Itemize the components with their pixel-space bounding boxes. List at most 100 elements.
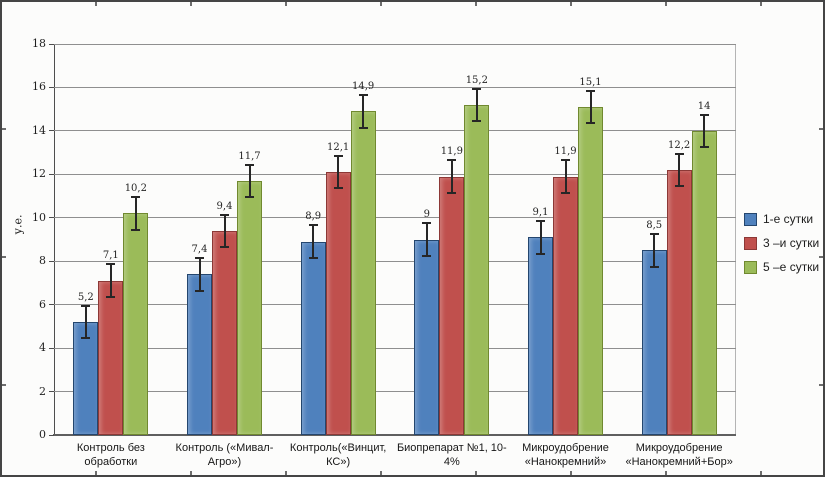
data-label: 10,2 — [124, 183, 147, 195]
data-label: 7,1 — [102, 250, 119, 262]
error-bar — [248, 164, 251, 198]
bar — [464, 104, 490, 435]
error-bar — [589, 90, 592, 124]
frame-tick-marks-bottom — [2, 471, 823, 475]
error-bar — [312, 225, 315, 258]
frame-tick-marks-left — [2, 2, 6, 475]
gridline — [54, 43, 736, 45]
error-bar — [84, 305, 87, 339]
y-tick-label: 12 — [32, 167, 46, 181]
error-bar-cap — [674, 152, 684, 155]
bar — [123, 213, 149, 435]
frame-tick-marks-top — [2, 2, 823, 6]
category-label: Контроль(«Винцит, КС») — [289, 442, 387, 469]
data-label: 11,9 — [554, 146, 577, 158]
error-bar-cap — [447, 191, 457, 194]
y-tick-label: 14 — [32, 123, 46, 137]
error-bar-cap — [561, 159, 570, 162]
error-bar — [539, 221, 542, 254]
data-label: 15,2 — [465, 74, 488, 86]
error-bar-cap — [308, 224, 318, 227]
error-bar-cap — [536, 252, 545, 255]
gridline — [54, 391, 736, 393]
bar — [350, 111, 376, 435]
data-label: 9,4 — [216, 200, 233, 212]
error-bar-cap — [333, 154, 343, 157]
error-bar-cap — [586, 122, 595, 125]
error-bar-cap — [220, 246, 229, 249]
bar — [528, 237, 553, 435]
data-label: 7,4 — [191, 243, 208, 255]
y-axis-line — [54, 44, 55, 435]
error-bar-cap — [245, 196, 254, 199]
bar — [439, 176, 465, 435]
data-label: 14 — [697, 100, 711, 112]
error-bar — [134, 197, 137, 230]
data-label: 11,9 — [440, 146, 463, 158]
bar — [98, 280, 124, 435]
error-bar-cap — [699, 146, 709, 149]
error-bar — [198, 257, 201, 291]
legend-item: 3 –и сутки — [744, 236, 819, 250]
legend: 1-е сутки 3 –и сутки 5 –е сутки — [744, 212, 819, 284]
error-bar — [425, 223, 428, 256]
legend-item: 5 –е сутки — [744, 260, 819, 274]
error-bar-cap — [422, 222, 432, 225]
error-bar-cap — [81, 304, 91, 307]
error-bar — [564, 160, 567, 193]
bar — [237, 180, 262, 435]
error-bar-cap — [358, 126, 368, 129]
y-tick-label: 8 — [39, 254, 46, 268]
error-bar-cap — [649, 265, 659, 268]
legend-item: 1-е сутки — [744, 212, 819, 226]
error-bar — [362, 95, 365, 128]
legend-swatch — [744, 260, 757, 274]
error-bar-cap — [536, 220, 545, 223]
error-bar — [450, 160, 453, 193]
category-label: Контроль («Мивал-Агро») — [175, 442, 274, 469]
bar — [73, 322, 99, 435]
error-bar-cap — [333, 187, 343, 190]
y-tick-label: 2 — [39, 384, 46, 398]
error-bar-cap — [649, 233, 659, 236]
error-bar — [337, 155, 340, 189]
legend-label: 1-е сутки — [763, 212, 814, 226]
y-tick-label: 0 — [39, 428, 46, 441]
error-bar-cap — [195, 256, 204, 259]
data-label: 12,2 — [668, 139, 691, 151]
y-axis-tick — [49, 43, 54, 45]
error-bar-cap — [220, 213, 229, 216]
error-bar — [109, 264, 112, 298]
gridline — [54, 304, 736, 306]
error-bar-cap — [447, 159, 457, 162]
bar — [325, 172, 351, 435]
error-bar-cap — [195, 289, 204, 292]
y-axis-tick — [49, 304, 54, 306]
error-bar-cap — [472, 87, 482, 90]
error-bar-cap — [308, 256, 318, 259]
y-tick-label: 10 — [32, 210, 46, 224]
error-bar-cap — [586, 89, 595, 92]
error-bar-cap — [674, 185, 684, 188]
data-label: 14,9 — [352, 81, 375, 93]
y-axis-tick — [49, 173, 54, 175]
bar — [212, 230, 237, 435]
y-axis-tick — [49, 260, 54, 262]
bar — [691, 130, 717, 435]
y-axis-tick — [49, 434, 54, 436]
data-label: 8,5 — [646, 220, 663, 232]
x-axis-line — [53, 434, 736, 436]
y-axis-tick — [49, 347, 54, 349]
y-tick-label: 4 — [39, 341, 46, 355]
gridline — [54, 217, 736, 219]
bar — [414, 239, 440, 435]
legend-swatch — [744, 236, 757, 250]
bar — [666, 169, 692, 435]
gridline — [54, 130, 736, 132]
data-label: 8,9 — [305, 211, 322, 223]
error-bar-cap — [106, 296, 116, 299]
error-bar — [703, 114, 706, 148]
gridline — [54, 260, 736, 262]
plot-area: 5,2 7,4 8,9 9 9,1 8,5 7,1 9,4 12,1 11,9 11,9 12,2 10… — [49, 43, 736, 468]
